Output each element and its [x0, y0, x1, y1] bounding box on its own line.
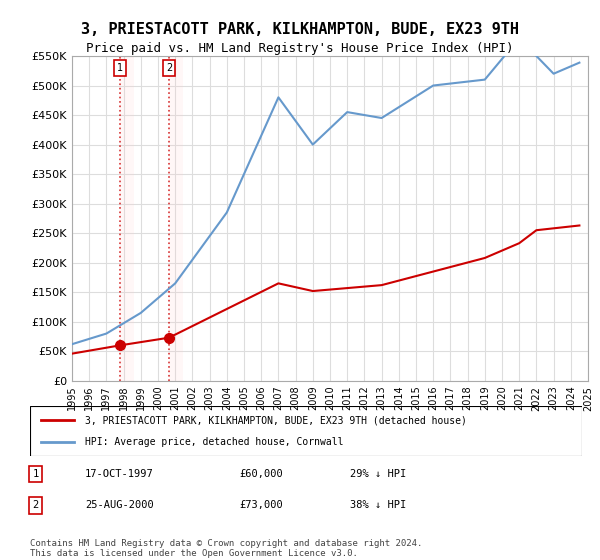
- Text: 2: 2: [32, 501, 38, 510]
- Text: 25-AUG-2000: 25-AUG-2000: [85, 501, 154, 510]
- Text: HPI: Average price, detached house, Cornwall: HPI: Average price, detached house, Corn…: [85, 437, 344, 447]
- Text: £60,000: £60,000: [240, 469, 284, 479]
- Text: 1: 1: [32, 469, 38, 479]
- Bar: [169, 56, 183, 381]
- Text: £73,000: £73,000: [240, 501, 284, 510]
- Text: 38% ↓ HPI: 38% ↓ HPI: [350, 501, 406, 510]
- Text: 3, PRIESTACOTT PARK, KILKHAMPTON, BUDE, EX23 9TH (detached house): 3, PRIESTACOTT PARK, KILKHAMPTON, BUDE, …: [85, 415, 467, 425]
- Text: 2: 2: [166, 63, 172, 73]
- Text: 29% ↓ HPI: 29% ↓ HPI: [350, 469, 406, 479]
- Text: 17-OCT-1997: 17-OCT-1997: [85, 469, 154, 479]
- Text: Price paid vs. HM Land Registry's House Price Index (HPI): Price paid vs. HM Land Registry's House …: [86, 42, 514, 55]
- Text: 3, PRIESTACOTT PARK, KILKHAMPTON, BUDE, EX23 9TH: 3, PRIESTACOTT PARK, KILKHAMPTON, BUDE, …: [81, 22, 519, 38]
- Text: 1: 1: [117, 63, 123, 73]
- Bar: [120, 56, 134, 381]
- Text: Contains HM Land Registry data © Crown copyright and database right 2024.
This d: Contains HM Land Registry data © Crown c…: [30, 539, 422, 558]
